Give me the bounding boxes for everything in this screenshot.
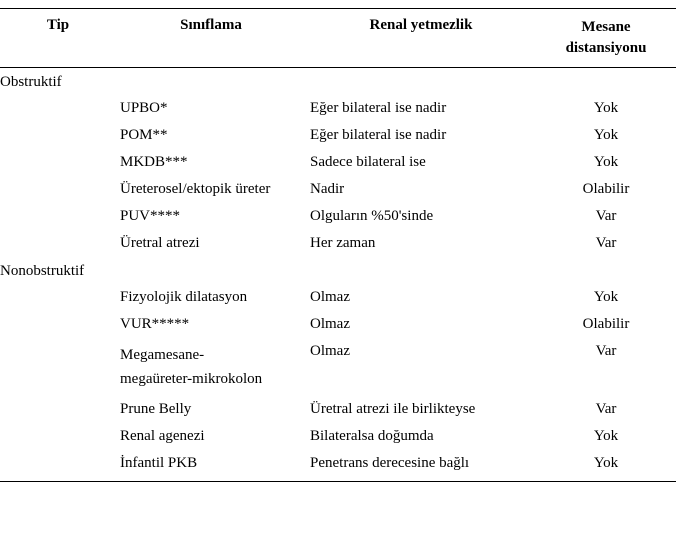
cell-siniflama: İnfantil PKB: [116, 455, 306, 472]
cell-siniflama: Fizyolojik dilatasyon: [116, 289, 306, 306]
section-label: Obstruktif: [0, 74, 62, 91]
cell-mesane: Var: [536, 235, 676, 252]
cell-siniflama-line2: megaüreter-mikrokolon: [120, 367, 306, 391]
table-row: Renal agenezi Bilateralsa doğumda Yok: [0, 423, 676, 450]
cell-renal: Olmaz: [306, 343, 536, 360]
section-nonobstruktif: Nonobstruktif: [0, 257, 676, 284]
cell-renal: Olmaz: [306, 289, 536, 306]
table-row: Megamesane- megaüreter-mikrokolon Olmaz …: [0, 338, 676, 396]
cell-mesane: Yok: [536, 154, 676, 171]
cell-mesane: Yok: [536, 127, 676, 144]
table-row: İnfantil PKB Penetrans derecesine bağlı …: [0, 450, 676, 477]
cell-renal: Eğer bilateral ise nadir: [306, 127, 536, 144]
cell-renal: Bilateralsa doğumda: [306, 428, 536, 445]
cell-mesane: Olabilir: [536, 316, 676, 333]
cell-siniflama: POM**: [116, 127, 306, 144]
section-label: Nonobstruktif: [0, 263, 84, 280]
cell-renal: Her zaman: [306, 235, 536, 252]
cell-mesane: Var: [536, 401, 676, 418]
cell-mesane: Yok: [536, 428, 676, 445]
header-renal: Renal yetmezlik: [306, 17, 536, 59]
cell-mesane: Var: [536, 343, 676, 360]
table-row: Fizyolojik dilatasyon Olmaz Yok: [0, 284, 676, 311]
cell-renal: Olguların %50'sinde: [306, 208, 536, 225]
classification-table: Tip Sınıflama Renal yetmezlik Mesane dis…: [0, 8, 676, 482]
cell-siniflama: Üreterosel/ektopik üreter: [116, 181, 306, 198]
table-row: Üretral atrezi Her zaman Var: [0, 230, 676, 257]
table-row: UPBO* Eğer bilateral ise nadir Yok: [0, 95, 676, 122]
cell-mesane: Olabilir: [536, 181, 676, 198]
header-mesane-line1: Mesane: [536, 17, 676, 38]
cell-renal: Nadir: [306, 181, 536, 198]
cell-mesane: Var: [536, 208, 676, 225]
header-mesane-line2: distansiyonu: [536, 38, 676, 59]
cell-siniflama-line1: Megamesane-: [120, 343, 306, 367]
cell-siniflama: Üretral atrezi: [116, 235, 306, 252]
table-row: MKDB*** Sadece bilateral ise Yok: [0, 149, 676, 176]
cell-renal: Eğer bilateral ise nadir: [306, 100, 536, 117]
cell-renal: Penetrans derecesine bağlı: [306, 455, 536, 472]
cell-mesane: Yok: [536, 100, 676, 117]
section-obstruktif: Obstruktif: [0, 68, 676, 95]
cell-siniflama: Megamesane- megaüreter-mikrokolon: [116, 343, 306, 391]
cell-mesane: Yok: [536, 289, 676, 306]
table-header-row: Tip Sınıflama Renal yetmezlik Mesane dis…: [0, 8, 676, 68]
cell-siniflama: UPBO*: [116, 100, 306, 117]
header-siniflama: Sınıflama: [116, 17, 306, 59]
cell-renal: Olmaz: [306, 316, 536, 333]
table-row: PUV**** Olguların %50'sinde Var: [0, 203, 676, 230]
table-bottom-border: [0, 481, 676, 482]
cell-siniflama: PUV****: [116, 208, 306, 225]
header-mesane: Mesane distansiyonu: [536, 17, 676, 59]
table-row: POM** Eğer bilateral ise nadir Yok: [0, 122, 676, 149]
cell-siniflama: MKDB***: [116, 154, 306, 171]
table-row: Üreterosel/ektopik üreter Nadir Olabilir: [0, 176, 676, 203]
cell-renal: Üretral atrezi ile birlikteyse: [306, 401, 536, 418]
header-tip: Tip: [0, 17, 116, 59]
table-row: VUR***** Olmaz Olabilir: [0, 311, 676, 338]
cell-siniflama: VUR*****: [116, 316, 306, 333]
cell-mesane: Yok: [536, 455, 676, 472]
table-row: Prune Belly Üretral atrezi ile birliktey…: [0, 396, 676, 423]
cell-renal: Sadece bilateral ise: [306, 154, 536, 171]
cell-siniflama: Prune Belly: [116, 401, 306, 418]
cell-siniflama: Renal agenezi: [116, 428, 306, 445]
